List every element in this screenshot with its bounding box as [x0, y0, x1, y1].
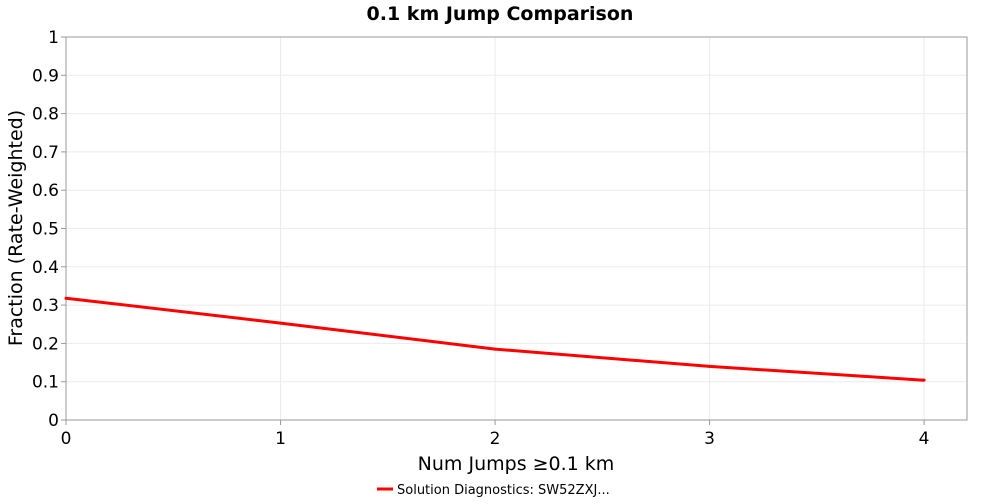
y-tick-label: 0.6: [32, 181, 59, 201]
data-point: [708, 364, 712, 368]
y-tick-label: 0.9: [32, 66, 59, 86]
y-tick-label: 0: [48, 411, 59, 431]
legend-label: Solution Diagnostics: SW52ZXJ...: [397, 483, 610, 498]
data-point: [279, 321, 283, 325]
x-axis-ticks: 0 1 2 3 4: [61, 420, 930, 449]
y-tick-label: 1: [48, 28, 59, 48]
y-axis-ticks: 0 0.1 0.2 0.3 0.4 0.5 0.6 0.7 0.8 0.9 1: [32, 28, 66, 431]
y-tick-label: 0.7: [32, 143, 59, 163]
x-tick-label: 4: [919, 429, 930, 449]
x-tick-label: 0: [61, 429, 72, 449]
y-tick-label: 0.2: [32, 334, 59, 354]
data-point: [493, 347, 497, 351]
x-tick-label: 3: [704, 429, 715, 449]
y-tick-label: 0.8: [32, 105, 59, 125]
legend: Solution Diagnostics: SW52ZXJ...: [377, 483, 610, 498]
y-tick-label: 0.3: [32, 296, 59, 316]
x-tick-label: 1: [275, 429, 286, 449]
series-layer: [64, 296, 926, 382]
x-axis-label: Num Jumps ≥0.1 km: [418, 453, 615, 475]
y-tick-label: 0.5: [32, 220, 59, 240]
y-tick-label: 0.1: [32, 373, 59, 393]
y-tick-label: 0.4: [32, 258, 59, 278]
chart-title: 0.1 km Jump Comparison: [367, 3, 634, 25]
data-point: [922, 378, 926, 382]
grid: [65, 36, 967, 421]
x-tick-label: 2: [490, 429, 501, 449]
data-point: [64, 296, 68, 300]
y-axis-label: Fraction (Rate-Weighted): [5, 110, 27, 346]
